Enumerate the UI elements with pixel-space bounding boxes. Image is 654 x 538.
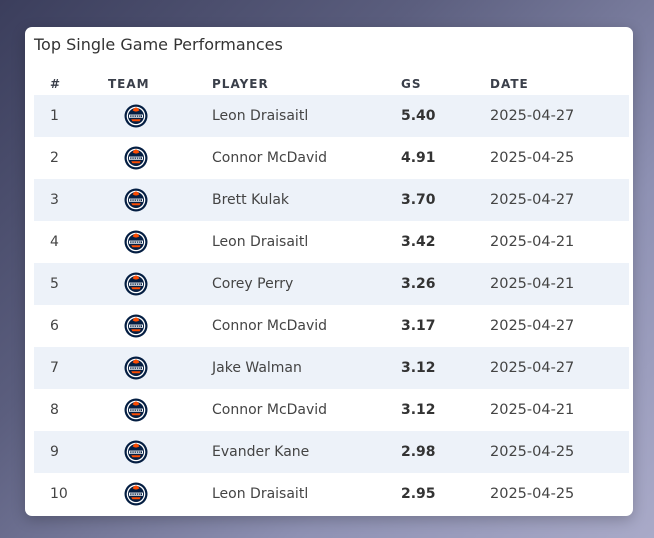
player-cell[interactable]: Leon Draisaitl bbox=[212, 234, 309, 250]
gs-cell: 3.26 bbox=[401, 276, 436, 292]
gs-cell: 4.91 bbox=[401, 150, 436, 166]
player-cell[interactable]: Connor McDavid bbox=[212, 402, 328, 418]
table-row[interactable]: 10 Leon Draisaitl 2.95 2025-04-25 bbox=[34, 473, 629, 515]
player-cell[interactable]: Leon Draisaitl bbox=[212, 108, 309, 124]
gs-cell: 5.40 bbox=[401, 108, 436, 124]
gs-cell: 3.17 bbox=[401, 318, 436, 334]
column-header-rank[interactable]: # bbox=[50, 77, 62, 91]
oilers-logo-icon bbox=[124, 146, 148, 170]
player-cell[interactable]: Brett Kulak bbox=[212, 192, 290, 208]
oilers-logo-icon bbox=[124, 440, 148, 464]
gs-cell: 3.12 bbox=[401, 402, 436, 418]
player-cell[interactable]: Evander Kane bbox=[212, 444, 310, 460]
table-row[interactable]: 1 Leon Draisaitl 5.40 2025-04-27 bbox=[34, 95, 629, 137]
oilers-logo-icon bbox=[124, 272, 148, 296]
performances-card: Top Single Game Performances # TEAM PLAY… bbox=[25, 27, 633, 516]
column-header-player[interactable]: PLAYER bbox=[212, 77, 269, 91]
rank-cell: 10 bbox=[50, 486, 68, 502]
date-cell: 2025-04-21 bbox=[490, 276, 575, 292]
table-row[interactable]: 5 Corey Perry 3.26 2025-04-21 bbox=[34, 263, 629, 305]
column-header-team[interactable]: TEAM bbox=[108, 77, 150, 91]
table-body: 1 Leon Draisaitl 5.40 2025-04-27 2 bbox=[34, 95, 629, 515]
date-cell: 2025-04-27 bbox=[490, 108, 575, 124]
rank-cell: 2 bbox=[50, 150, 59, 166]
gs-cell: 2.95 bbox=[401, 486, 436, 502]
rank-cell: 3 bbox=[50, 192, 59, 208]
player-cell[interactable]: Corey Perry bbox=[212, 276, 294, 292]
date-cell: 2025-04-27 bbox=[490, 360, 575, 376]
table-row[interactable]: 6 Connor McDavid 3.17 2025-04-27 bbox=[34, 305, 629, 347]
oilers-logo-icon bbox=[124, 482, 148, 506]
gs-cell: 3.12 bbox=[401, 360, 436, 376]
rank-cell: 5 bbox=[50, 276, 59, 292]
player-cell[interactable]: Leon Draisaitl bbox=[212, 486, 309, 502]
oilers-logo-icon bbox=[124, 104, 148, 128]
date-cell: 2025-04-21 bbox=[490, 402, 575, 418]
date-cell: 2025-04-27 bbox=[490, 192, 575, 208]
oilers-logo-icon bbox=[124, 314, 148, 338]
player-cell[interactable]: Jake Walman bbox=[212, 360, 302, 376]
table-row[interactable]: 2 Connor McDavid 4.91 2025-04-25 bbox=[34, 137, 629, 179]
gs-cell: 3.42 bbox=[401, 234, 436, 250]
column-header-gs[interactable]: GS bbox=[401, 77, 422, 91]
oilers-logo-icon bbox=[124, 188, 148, 212]
oilers-logo-icon bbox=[124, 230, 148, 254]
gs-cell: 3.70 bbox=[401, 192, 436, 208]
rank-cell: 1 bbox=[50, 108, 59, 124]
date-cell: 2025-04-25 bbox=[490, 444, 575, 460]
rank-cell: 8 bbox=[50, 402, 59, 418]
player-cell[interactable]: Connor McDavid bbox=[212, 150, 328, 166]
date-cell: 2025-04-25 bbox=[490, 486, 575, 502]
oilers-logo-icon bbox=[124, 356, 148, 380]
column-header-date[interactable]: DATE bbox=[490, 77, 529, 91]
oilers-logo-icon bbox=[124, 398, 148, 422]
rank-cell: 9 bbox=[50, 444, 59, 460]
card-title: Top Single Game Performances bbox=[34, 35, 283, 54]
player-cell[interactable]: Connor McDavid bbox=[212, 318, 328, 334]
rank-cell: 4 bbox=[50, 234, 59, 250]
date-cell: 2025-04-25 bbox=[490, 150, 575, 166]
table-header: # TEAM PLAYER GS DATE bbox=[34, 75, 629, 95]
table-row[interactable]: 7 Jake Walman 3.12 2025-04-27 bbox=[34, 347, 629, 389]
table-row[interactable]: 8 Connor McDavid 3.12 2025-04-21 bbox=[34, 389, 629, 431]
performances-table: # TEAM PLAYER GS DATE 1 Leon Dr bbox=[34, 75, 629, 515]
date-cell: 2025-04-27 bbox=[490, 318, 575, 334]
rank-cell: 6 bbox=[50, 318, 59, 334]
rank-cell: 7 bbox=[50, 360, 59, 376]
table-row[interactable]: 9 Evander Kane 2.98 2025-04-25 bbox=[34, 431, 629, 473]
table-row[interactable]: 3 Brett Kulak 3.70 2025-04-27 bbox=[34, 179, 629, 221]
gs-cell: 2.98 bbox=[401, 444, 436, 460]
table-row[interactable]: 4 Leon Draisaitl 3.42 2025-04-21 bbox=[34, 221, 629, 263]
date-cell: 2025-04-21 bbox=[490, 234, 575, 250]
